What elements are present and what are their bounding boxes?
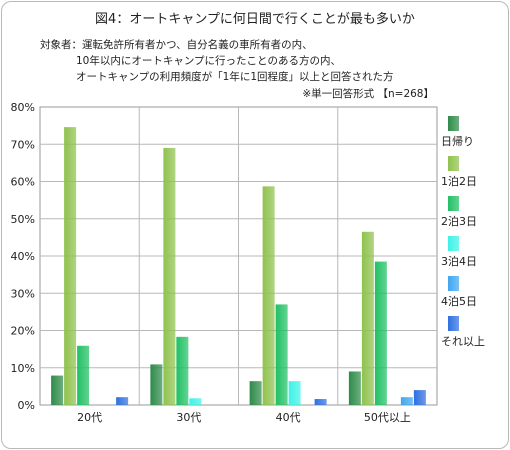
x-tick-label: 20代 xyxy=(77,411,102,424)
bar xyxy=(400,397,413,405)
bar xyxy=(249,381,262,405)
y-tick-label: 70% xyxy=(11,138,35,151)
legend-swatch xyxy=(448,276,459,291)
bar xyxy=(116,397,129,405)
y-tick-label: 0% xyxy=(18,399,35,412)
x-tick-label: 40代 xyxy=(276,411,301,424)
bar xyxy=(374,261,387,405)
bar xyxy=(51,375,64,405)
bar xyxy=(150,364,163,405)
legend-swatch xyxy=(448,116,459,131)
legend-label: 日帰り xyxy=(441,135,474,148)
legend-swatch xyxy=(448,316,459,331)
legend-swatch xyxy=(448,236,459,251)
legend-swatch xyxy=(448,156,459,171)
bar xyxy=(361,231,374,405)
chart-title: 図4：オートキャンプに何日間で行くことが最も多いか xyxy=(95,12,415,27)
respondent-note: 対象者：運転免許所有者かつ、自分名義の車所有者の内、 10年以内にオートキャンプ… xyxy=(40,37,394,85)
bar xyxy=(288,381,301,405)
bar xyxy=(64,127,77,406)
bar xyxy=(262,186,275,405)
x-tick-label: 30代 xyxy=(176,411,201,424)
y-tick-label: 50% xyxy=(11,213,35,226)
bar xyxy=(176,336,189,405)
bar xyxy=(189,398,202,405)
legend-label: 2泊3日 xyxy=(441,215,477,228)
x-tick-label: 50代以上 xyxy=(364,411,411,424)
note-line-3: オートキャンプの利用頻度が「1年に1回程度」以上と回答された方 xyxy=(76,71,394,83)
legend-label: それ以上 xyxy=(441,335,485,348)
legend-label: 4泊5日 xyxy=(441,295,477,308)
bar xyxy=(413,390,426,405)
bar xyxy=(163,147,176,405)
bar xyxy=(348,371,361,405)
legend-label: 3泊4日 xyxy=(441,255,477,268)
bar xyxy=(275,304,288,405)
legend-swatch xyxy=(448,196,459,211)
legend-label: 1泊2日 xyxy=(441,175,477,188)
note-line-2: 10年以内にオートキャンプに行ったことのある方の内、 xyxy=(76,55,341,67)
bar xyxy=(314,399,327,405)
y-tick-label: 10% xyxy=(11,362,35,375)
y-tick-label: 60% xyxy=(11,176,35,189)
y-tick-label: 40% xyxy=(11,250,35,263)
bar xyxy=(77,345,90,405)
y-tick-label: 80% xyxy=(11,101,35,114)
y-tick-label: 20% xyxy=(11,325,35,338)
note-line-1: 対象者：運転免許所有者かつ、自分名義の車所有者の内、 xyxy=(40,39,313,51)
sample-size-note: ※単一回答形式 【n=268】 xyxy=(302,88,434,100)
y-tick-label: 30% xyxy=(11,287,35,300)
